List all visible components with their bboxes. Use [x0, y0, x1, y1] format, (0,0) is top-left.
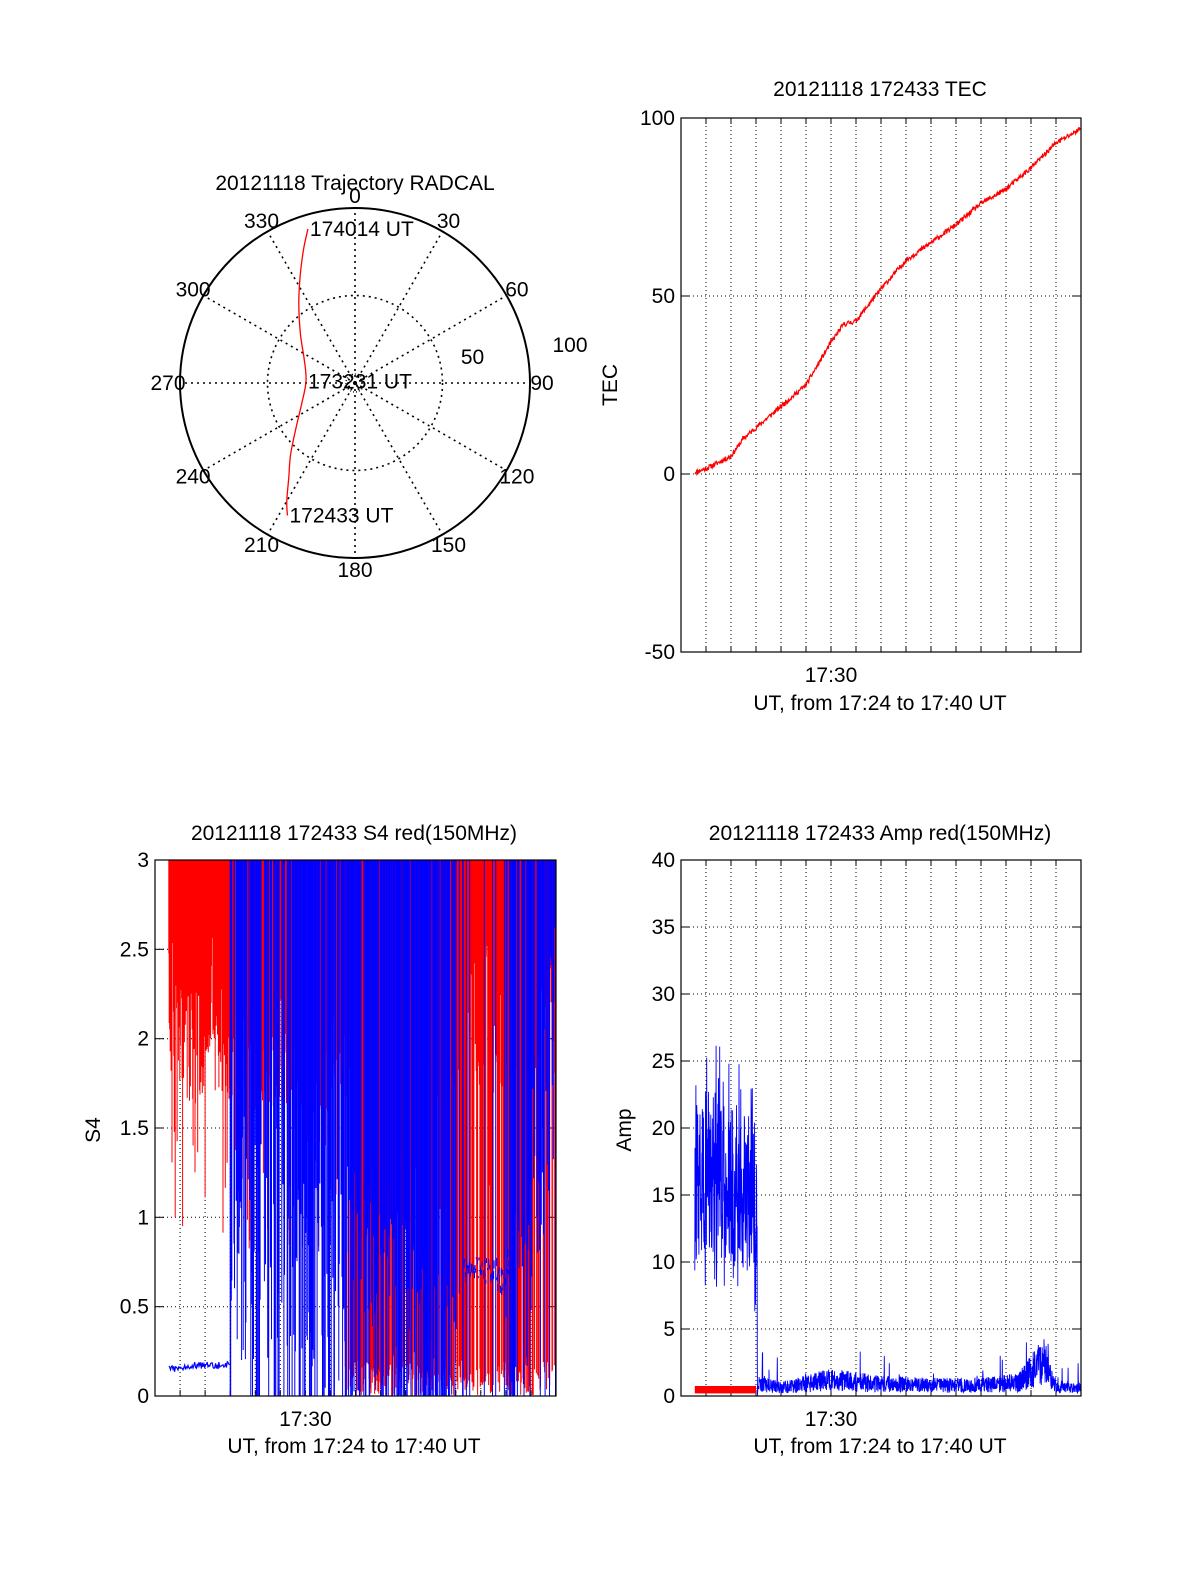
x-tick-label: 17:30 [805, 664, 858, 687]
y-tick-label: 100 [640, 107, 675, 130]
y-tick-label: 0 [663, 1385, 675, 1408]
polar-angle-label-300: 300 [176, 279, 211, 302]
polar-center-mark [345, 373, 365, 393]
y-tick-label: 30 [652, 983, 675, 1006]
polar-angle-label-240: 240 [176, 466, 211, 489]
y-tick-label: 5 [663, 1318, 675, 1341]
polar-radial-grid-circle [266, 294, 444, 472]
amp-title: 20121118 172433 Amp red(150MHz) [709, 822, 1051, 845]
polar-angle-label-0: 0 [349, 185, 361, 208]
trajectory-line-0 [286, 228, 309, 516]
y-tick-label: 0.5 [120, 1296, 149, 1319]
polar-angle-label-150: 150 [431, 534, 466, 557]
trajectory-time-annotation-0: 172433 UT [290, 505, 394, 528]
x-tick-label: 17:30 [279, 1408, 332, 1431]
x-tick-label: 17:30 [805, 1408, 858, 1431]
polar-angle-label-60: 60 [505, 279, 528, 302]
s4-x-axis-label: UT, from 17:24 to 17:40 UT [227, 1435, 480, 1458]
plot-area [694, 126, 1081, 477]
s4-title: 20121118 172433 S4 red(150MHz) [191, 822, 517, 845]
y-tick-label: 1 [137, 1206, 149, 1229]
polar-angle-label-120: 120 [499, 466, 534, 489]
y-tick-label: 0 [137, 1385, 149, 1408]
plot-area [694, 1045, 1081, 1396]
tec-title: 20121118 172433 TEC [773, 78, 987, 101]
polar-spoke-30 [354, 231, 444, 384]
s4-blue-series [229, 860, 556, 1396]
y-tick-label: 3 [137, 849, 149, 872]
amp-y-axis-label: Amp [613, 1108, 636, 1151]
polar-spoke-120 [354, 382, 507, 472]
y-tick-label: 2 [137, 1028, 149, 1051]
y-tick-label: -50 [645, 641, 675, 664]
polar-spoke-300 [203, 294, 356, 384]
polar-angle-label-180: 180 [337, 559, 372, 582]
tec-series-line [694, 126, 1081, 477]
polar-angle-label-270: 270 [150, 372, 185, 395]
amp-blue-series [694, 1045, 1081, 1396]
polar-radial-label-50: 50 [461, 346, 484, 369]
s4-blue-quiet-segment [168, 1360, 231, 1372]
y-tick-label: 2.5 [120, 938, 149, 961]
s4-chart: 20121118 172433 S4 red(150MHz) S4 UT, fr… [82, 822, 557, 1458]
polar-spoke-150 [354, 382, 444, 535]
polar-spoke-330 [266, 231, 356, 384]
plot-area [168, 860, 556, 1396]
polar-angle-label-90: 90 [530, 372, 553, 395]
amp-red-series [694, 1386, 757, 1394]
y-tick-label: 40 [652, 849, 675, 872]
polar-angle-label-330: 330 [244, 210, 279, 233]
polar-spoke-60 [354, 294, 507, 384]
plot-frame [680, 859, 1082, 1397]
y-tick-label: 15 [652, 1184, 675, 1207]
y-tick-label: 10 [652, 1251, 675, 1274]
polar-spoke-210 [266, 382, 356, 535]
amp-chart: 20121118 172433 Amp red(150MHz) Amp UT, … [613, 822, 1082, 1458]
trajectory-time-annotation-1: 173231 UT [308, 370, 412, 393]
y-tick-label: 0 [663, 463, 675, 486]
y-tick-label: 20 [652, 1117, 675, 1140]
trajectory-polar-chart: 20121118 Trajectory RADCAL 0 30 60 90 120 150… [150, 172, 587, 582]
plot-frame [154, 859, 557, 1397]
tec-chart: 20121118 172433 TEC TEC UT, from 17:24 t… [599, 78, 1082, 715]
y-tick-label: 25 [652, 1050, 675, 1073]
polar-radial-label-100: 100 [552, 334, 587, 357]
s4-red-series [168, 860, 556, 1396]
y-tick-label: 35 [652, 916, 675, 939]
polar-angle-label-30: 30 [437, 210, 460, 233]
amp-x-axis-label: UT, from 17:24 to 17:40 UT [753, 1435, 1006, 1458]
plot-frame [680, 117, 1082, 653]
polar-spoke-240 [203, 382, 356, 472]
s4-y-axis-label: S4 [82, 1117, 105, 1143]
tec-y-axis-label: TEC [599, 364, 622, 406]
trajectory-title: 20121118 Trajectory RADCAL [215, 172, 494, 195]
y-tick-label: 1.5 [120, 1117, 149, 1140]
polar-angle-label-210: 210 [244, 534, 279, 557]
tec-x-axis-label: UT, from 17:24 to 17:40 UT [753, 692, 1006, 715]
trajectory-time-annotation-2: 174014 UT [310, 218, 414, 241]
y-tick-label: 50 [652, 285, 675, 308]
